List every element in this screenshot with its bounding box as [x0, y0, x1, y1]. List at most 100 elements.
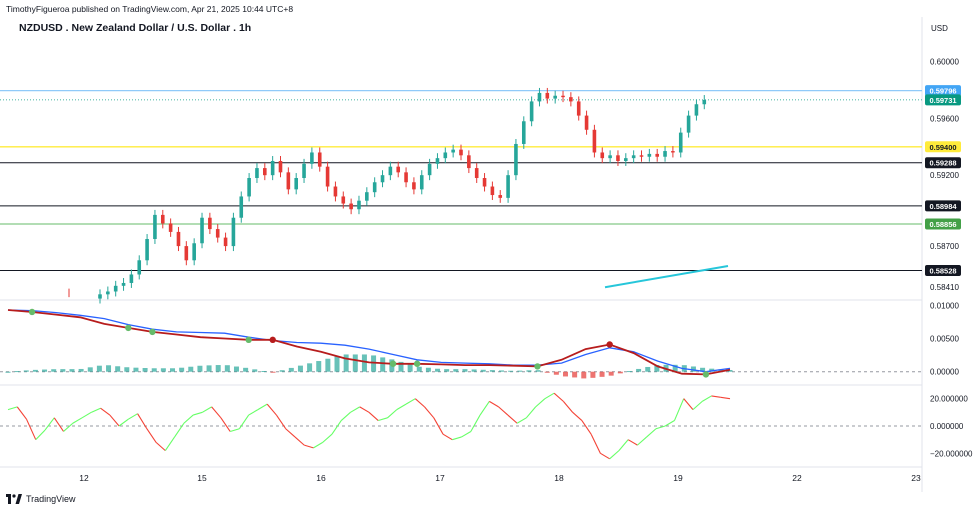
macd-histogram-bar: [572, 371, 578, 378]
macd-tick-label: 0.00500: [930, 335, 959, 344]
candle-body: [372, 182, 377, 193]
candle-body: [184, 246, 189, 261]
chart-title: NZDUSD . New Zealand Dollar / U.S. Dolla…: [19, 22, 252, 34]
x-tick-label: 17: [435, 473, 445, 483]
macd-cross-dot: [125, 324, 132, 332]
oscillator-segment: [562, 401, 574, 413]
oscillator-segment: [396, 403, 407, 411]
oscillator-segment: [600, 452, 610, 460]
oscillator-segment: [683, 398, 694, 410]
candle-body: [357, 200, 361, 210]
macd-histogram-bar: [261, 370, 267, 372]
oscillator-segment: [535, 398, 546, 408]
candle-body: [608, 155, 612, 159]
oscillator-segment: [544, 392, 555, 400]
oscillator-segment: [192, 411, 203, 416]
macd-histogram-bar: [654, 365, 660, 372]
macd-histogram-bar: [270, 371, 276, 373]
candle-body: [490, 186, 495, 196]
oscillator-segment: [266, 403, 277, 416]
macd-tick-label: 0.01000: [930, 301, 959, 310]
candle-body: [365, 192, 369, 201]
tradingview-logo[interactable]: TradingView: [6, 493, 76, 505]
oscillator-segment: [609, 450, 620, 460]
oscillator-segment: [229, 428, 240, 432]
macd-tick-label: 0.00000: [930, 368, 959, 377]
oscillator-segment: [331, 420, 342, 435]
price-label-text: 0.58528: [929, 266, 956, 275]
macd-cross-dot: [389, 360, 397, 367]
candle-body: [419, 175, 424, 190]
macd-cross-dot: [702, 371, 710, 378]
candle-body: [278, 160, 283, 173]
chart-canvas[interactable]: 12 15 16 17 18 19 22 23 0.60000 0.59600 0.59200 0.5…: [0, 17, 975, 492]
oscillator-segment: [275, 414, 287, 430]
oscillator-segment: [664, 420, 675, 427]
macd-histogram-bar: [435, 368, 441, 372]
macd-histogram-bar: [371, 355, 377, 372]
macd-histogram-bar: [297, 365, 303, 372]
price-label-badge: [925, 85, 961, 97]
oscillator-segment: [572, 411, 583, 421]
oscillator-segment: [137, 413, 148, 430]
macd-histogram-bar: [124, 367, 130, 372]
macd-histogram-bar: [599, 371, 605, 377]
candle-body: [639, 155, 644, 157]
macd-histogram-bar: [14, 371, 20, 373]
oscillator-segment: [350, 406, 361, 413]
oscillator-segment: [692, 400, 703, 411]
candle-body: [459, 149, 463, 156]
candle-body: [616, 155, 620, 161]
macd-histogram-bar: [69, 369, 75, 372]
oscillator-segment: [646, 428, 657, 438]
macd-histogram-bar: [526, 370, 532, 372]
candle-body: [310, 152, 314, 164]
oscillator-segment: [238, 414, 250, 430]
oscillator-tick-label: 0.000000: [930, 422, 964, 431]
candle-body: [600, 152, 605, 159]
macd-histogram-bar: [489, 370, 495, 372]
candle-body: [529, 101, 534, 122]
candle-body: [584, 115, 589, 130]
oscillator-segment: [26, 418, 37, 440]
macd-histogram-bar: [672, 364, 678, 372]
price-label-text: 0.59400: [929, 143, 956, 152]
macd-cross-dot: [534, 363, 541, 370]
price-label-badge: [925, 94, 961, 106]
macd-histogram-bar: [380, 357, 386, 372]
oscillator-segment: [257, 403, 268, 411]
macd-histogram-bar: [106, 365, 112, 372]
y-tick-label: 0.58410: [930, 283, 959, 292]
candle-body: [561, 95, 565, 98]
macd-histogram-bar: [252, 369, 258, 372]
macd-histogram-bar: [343, 354, 349, 372]
tradingview-logo-text: TradingView: [26, 494, 76, 504]
candle-body: [694, 104, 699, 116]
price-label-text: 0.58984: [929, 202, 957, 211]
candle-body: [624, 158, 628, 161]
oscillator-segment: [91, 407, 101, 413]
macd-histogram-bar: [188, 366, 194, 372]
macd-histogram: [5, 354, 733, 379]
candle-body: [521, 121, 526, 144]
macd-histogram-bar: [51, 369, 57, 372]
candle-body: [631, 155, 636, 159]
price-label-text: 0.59731: [929, 96, 956, 105]
macd-fast-line: [7, 309, 731, 373]
oscillator-segment: [53, 417, 64, 432]
candle-body: [208, 217, 212, 230]
oscillator-segment: [322, 433, 333, 443]
oscillator-segment: [553, 392, 564, 402]
oscillator-segment: [164, 436, 176, 451]
oscillator-segment: [424, 406, 435, 419]
candle-body: [702, 99, 707, 105]
macd-cross-dot: [28, 308, 36, 316]
oscillator-segment: [378, 417, 388, 422]
candle-body: [215, 229, 220, 238]
x-tick-label: 18: [554, 473, 564, 483]
macd-cross-dot: [413, 360, 421, 367]
oscillator-segment: [100, 407, 111, 416]
y-tick-label: 0.59200: [930, 171, 959, 180]
oscillator-segment: [248, 409, 259, 416]
macd-histogram-bar: [709, 368, 715, 372]
